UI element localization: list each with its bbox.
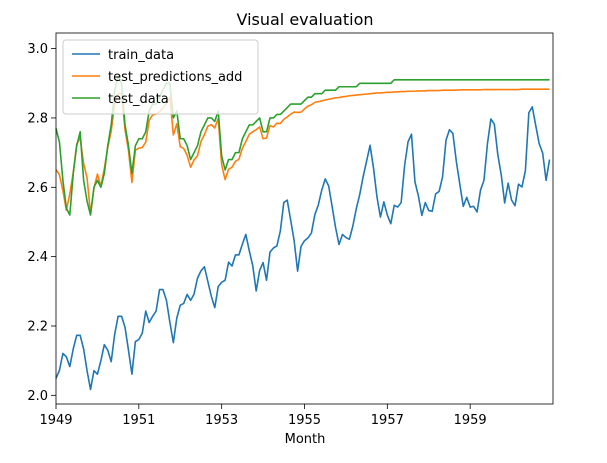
y-tick-label: 2.6 [27,181,48,196]
series-line-test-data [55,75,550,216]
legend-box [62,39,259,115]
legend-entry-label: test_predictions_add [108,70,242,85]
series-line-test-predictions-add [55,88,550,215]
y-tick-label: 2.0 [27,389,48,404]
y-tick-label: 2.2 [27,319,48,334]
legend-entry-label: train_data [108,48,174,63]
x-tick-label: 1959 [454,413,487,428]
x-tick-label: 1951 [122,413,155,428]
plot-frame [55,32,554,405]
x-tick-label: 1949 [39,413,72,428]
y-tick-label: 2.8 [27,111,48,126]
series-layer [55,75,551,391]
x-tick-label: 1953 [205,413,238,428]
legend-entry-label: test_data [108,92,169,107]
series-line-train-data [55,106,551,391]
x-axis-label: Month [285,432,326,447]
x-tick-label: 1957 [371,413,404,428]
y-tick-label: 3.0 [27,42,48,57]
x-tick-label: 1955 [288,413,321,428]
legend: train_data test_predictions_add test_data [62,39,259,115]
chart-title: Visual evaluation [236,10,373,29]
axis-layer: 1949 1951 1953 1955 1957 1959 2.0 2.2 2.4 2.6 2.8 3… [27,42,486,428]
y-tick-label: 2.4 [27,250,48,265]
